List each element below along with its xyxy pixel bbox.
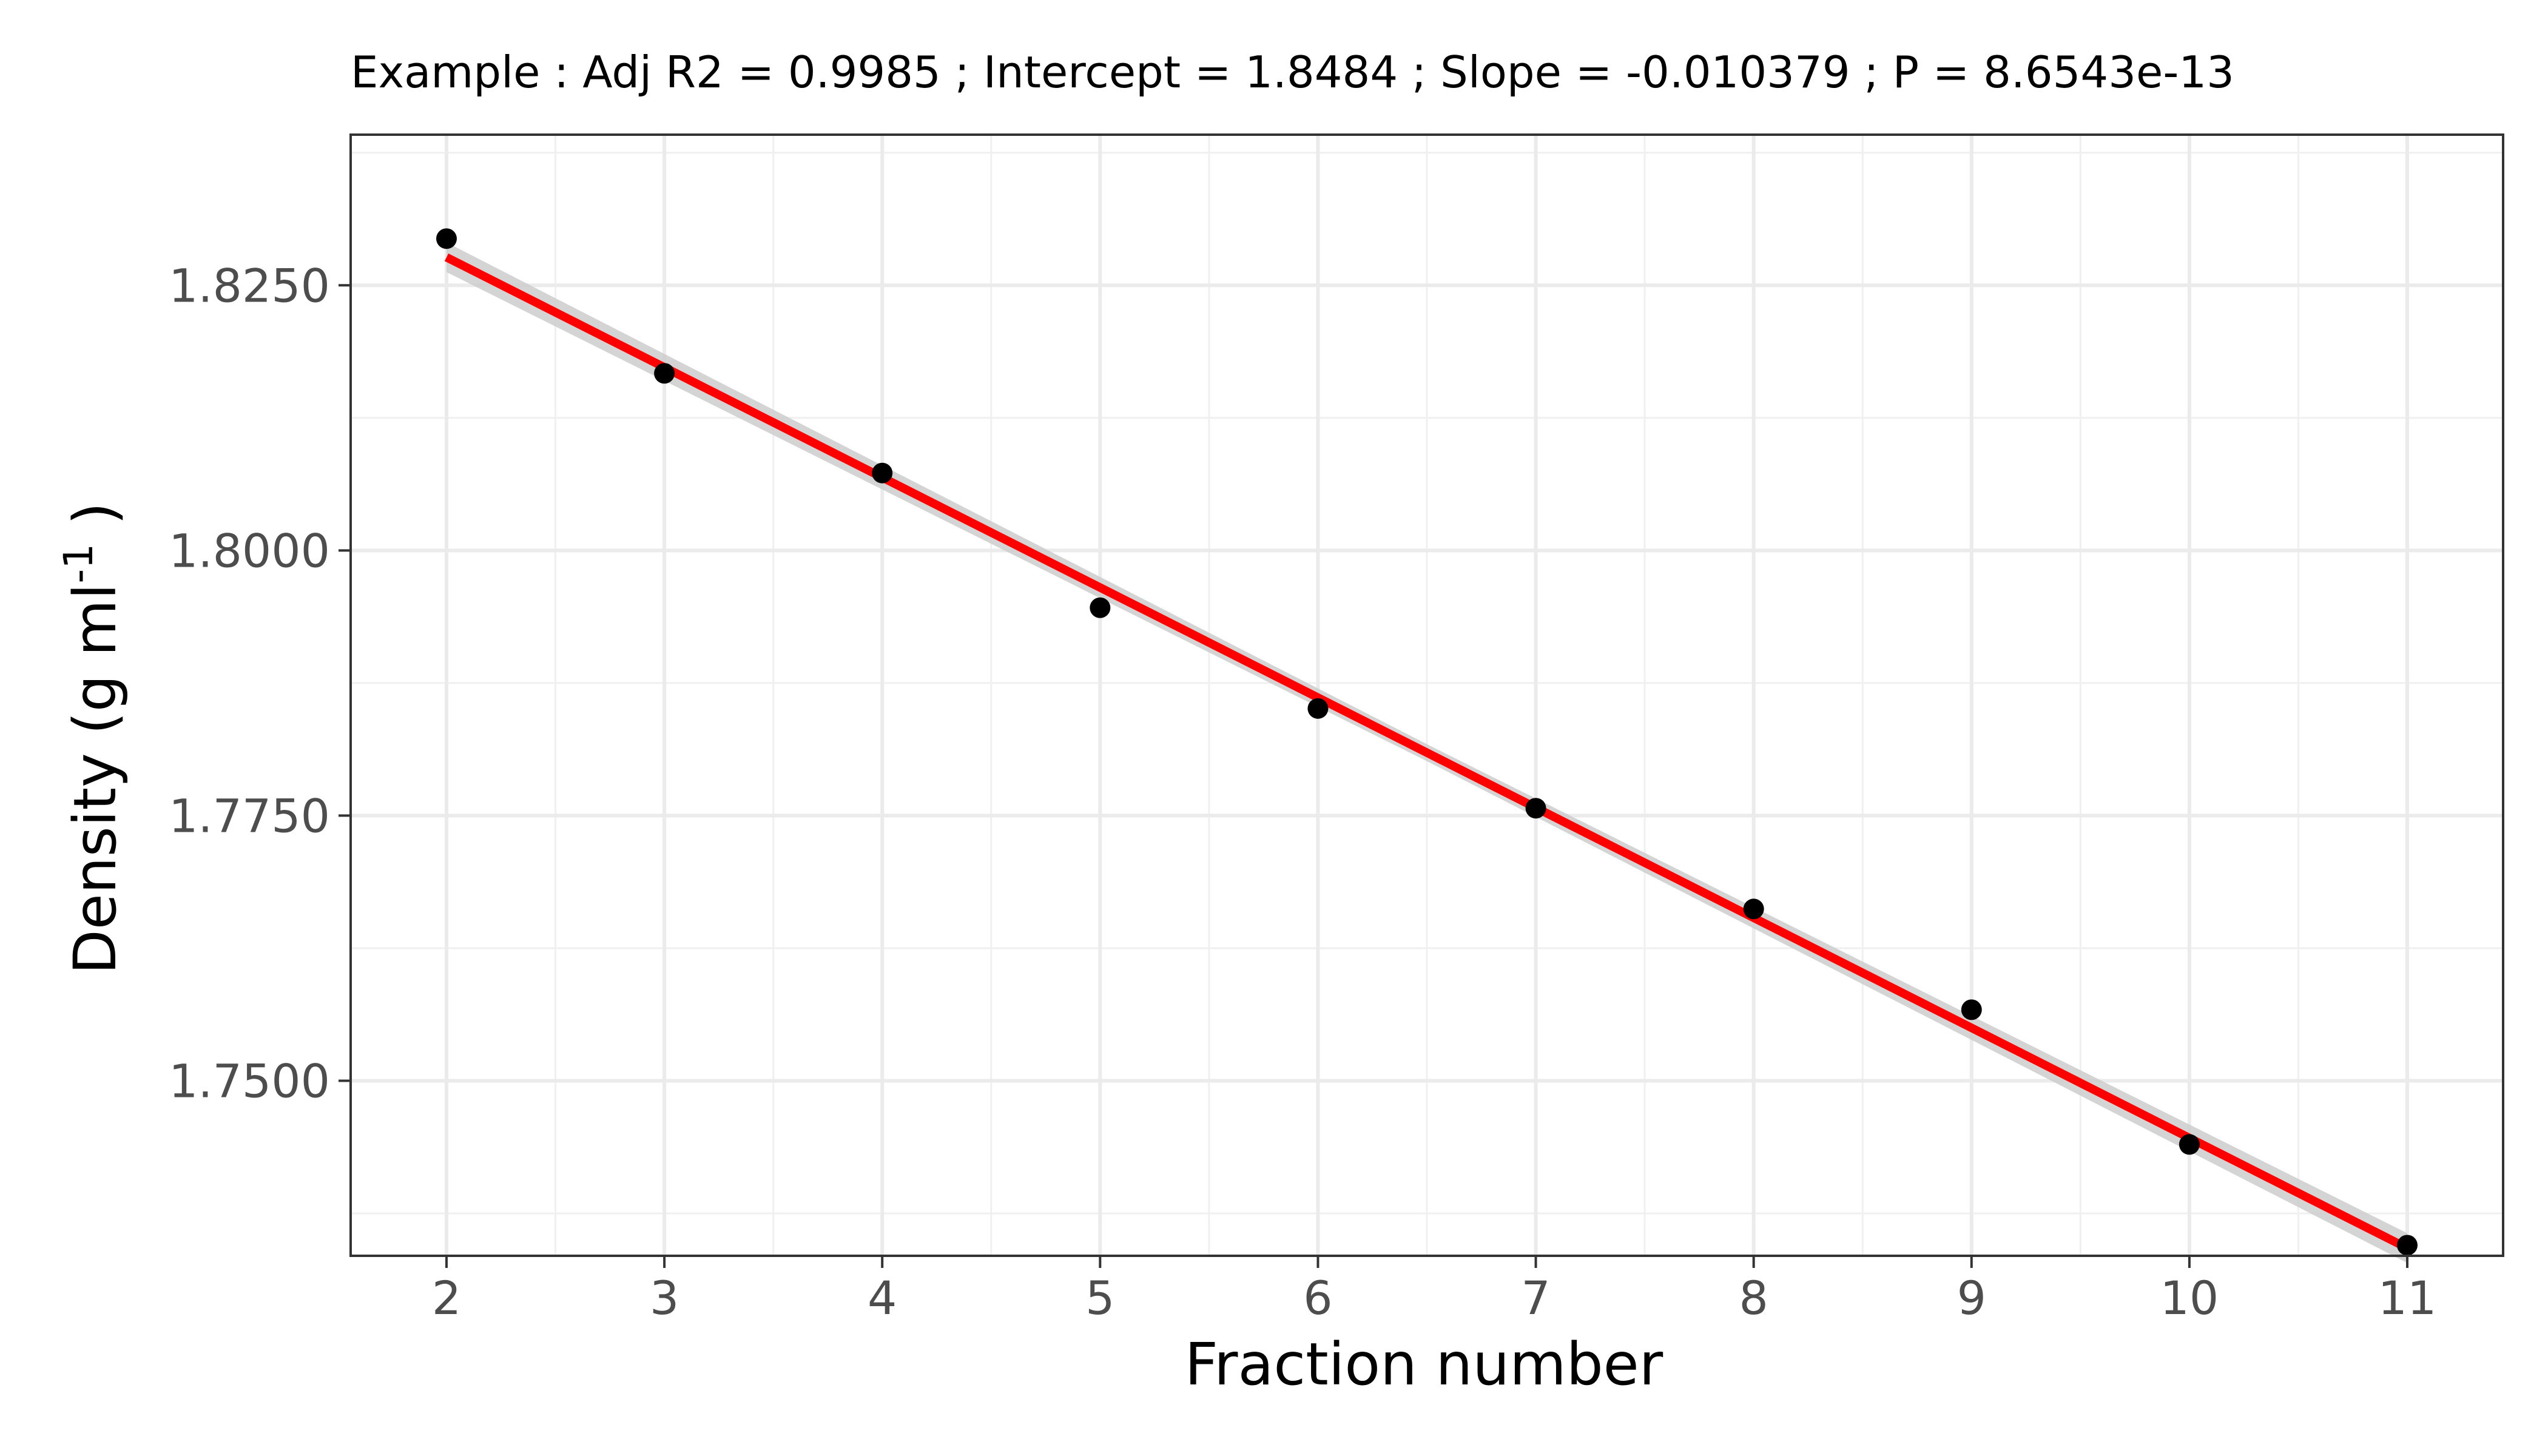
data-point — [436, 228, 457, 249]
x-tick-label: 7 — [1521, 1271, 1550, 1325]
x-tick-label: 3 — [650, 1271, 679, 1325]
data-point — [1525, 798, 1546, 819]
y-axis: 1.7500 1.7750 1.8000 1.8250 — [169, 258, 351, 1108]
x-tick-label: 5 — [1085, 1271, 1114, 1325]
x-tick-label: 4 — [868, 1271, 897, 1325]
plot-panel — [349, 133, 2504, 1263]
x-tick-label: 2 — [432, 1271, 461, 1325]
y-axis-label-end: ) — [61, 502, 129, 544]
x-tick-label: 10 — [2160, 1271, 2219, 1325]
x-axis: 2 3 4 5 6 7 8 9 10 11 — [432, 1256, 2437, 1325]
data-point — [1090, 597, 1111, 618]
x-axis-label: Fraction number — [1185, 1330, 1663, 1398]
y-tick-label: 1.8250 — [169, 258, 330, 312]
x-tick-label: 8 — [1739, 1271, 1768, 1325]
x-tick-label: 9 — [1957, 1271, 1986, 1325]
y-tick-label: 1.7500 — [169, 1054, 330, 1108]
data-points — [436, 228, 2418, 1256]
x-tick-label: 6 — [1303, 1271, 1332, 1325]
data-point — [1961, 999, 1982, 1020]
x-tick-label: 11 — [2378, 1271, 2437, 1325]
minor-gridlines — [351, 135, 2503, 1256]
chart-title: Example : Adj R2 = 0.9985 ; Intercept = … — [351, 47, 2234, 98]
data-point — [654, 363, 675, 384]
data-point — [2179, 1134, 2200, 1155]
regression-line — [444, 253, 2410, 1252]
y-axis-label-superscript: -1 — [55, 544, 102, 584]
y-axis-label: Density (g ml-1 ) — [55, 502, 129, 974]
y-axis-label-main: Density (g ml — [61, 584, 129, 975]
y-tick-label: 1.8000 — [169, 524, 330, 578]
data-point — [1307, 698, 1329, 719]
data-point — [872, 462, 893, 484]
panel-border — [349, 133, 2504, 1257]
data-point — [1743, 898, 1764, 920]
data-point — [2396, 1235, 2418, 1256]
y-tick-label: 1.7750 — [169, 789, 330, 843]
